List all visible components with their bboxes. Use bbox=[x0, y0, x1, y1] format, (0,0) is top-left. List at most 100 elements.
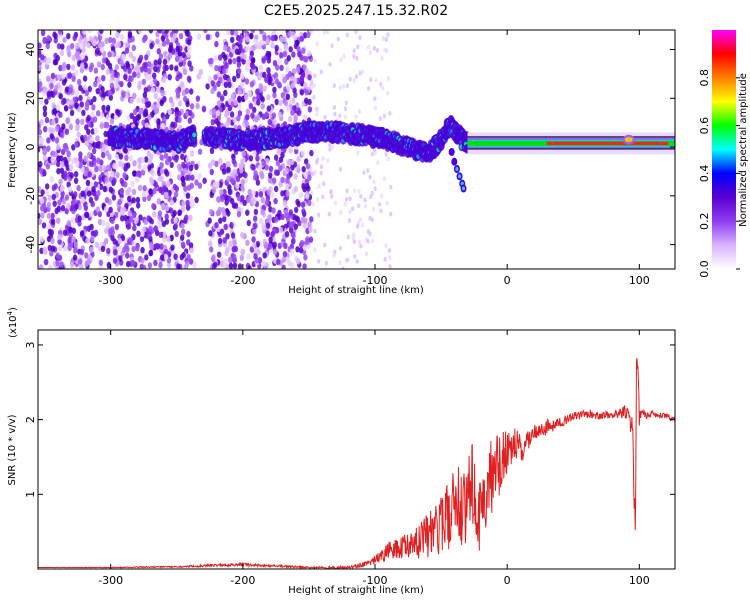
noise-speck bbox=[217, 54, 223, 61]
noise-speck bbox=[384, 151, 388, 157]
snr-x-tick-label: 100 bbox=[629, 574, 650, 587]
noise-speck bbox=[74, 90, 80, 97]
noise-speck bbox=[129, 112, 134, 120]
noise-speck bbox=[222, 215, 227, 223]
noise-speck bbox=[141, 264, 147, 269]
noise-speck bbox=[177, 116, 182, 124]
colorbar-axes: 0.0 0.2 0.4 0.6 0.8 bbox=[698, 69, 740, 278]
noise-speck bbox=[58, 127, 63, 134]
noise-speck bbox=[104, 37, 109, 44]
noise-speck bbox=[83, 134, 88, 141]
noise-speck bbox=[266, 94, 271, 101]
noise-speck bbox=[222, 237, 227, 244]
noise-speck bbox=[290, 109, 295, 116]
noise-speck bbox=[224, 62, 229, 69]
noise-speck bbox=[81, 109, 86, 117]
noise-speck bbox=[58, 178, 63, 185]
noise-speck bbox=[382, 176, 386, 182]
noise-speck bbox=[146, 194, 152, 202]
noise-speck bbox=[217, 237, 223, 245]
noise-speck bbox=[97, 210, 103, 218]
noise-speck bbox=[128, 155, 134, 162]
noise-speck bbox=[121, 91, 126, 98]
noise-speck bbox=[307, 98, 312, 106]
noise-speck bbox=[330, 43, 334, 48]
noise-speck bbox=[321, 156, 325, 162]
noise-speck bbox=[296, 155, 301, 163]
noise-speck bbox=[216, 100, 222, 107]
noise-speck bbox=[144, 254, 149, 261]
noise-speck bbox=[356, 150, 360, 156]
noise-speck bbox=[189, 247, 194, 254]
noise-speck bbox=[236, 61, 242, 68]
noise-speck bbox=[133, 108, 138, 116]
noise-speck bbox=[380, 193, 384, 199]
snr-frame bbox=[37, 329, 676, 570]
noise-speck bbox=[54, 137, 60, 144]
noise-speck bbox=[268, 206, 273, 213]
noise-speck bbox=[275, 160, 281, 167]
noise-speck bbox=[187, 117, 192, 124]
noise-speck bbox=[280, 151, 285, 159]
noise-speck bbox=[95, 88, 101, 95]
noise-speck bbox=[383, 47, 387, 53]
noise-speck bbox=[305, 183, 310, 190]
noise-speck bbox=[286, 159, 291, 166]
noise-speck bbox=[73, 247, 78, 254]
spectrogram-title: C2E5.2025.247.15.32.R02 bbox=[264, 3, 448, 19]
noise-speck bbox=[270, 35, 276, 42]
snr-panel: -300 -200 -100 0 100 1 2 3 Height of straight l… bbox=[6, 307, 676, 596]
noise-speck bbox=[209, 147, 215, 154]
noise-speck bbox=[154, 242, 159, 250]
noise-speck bbox=[240, 194, 245, 202]
noise-speck bbox=[357, 203, 361, 209]
noise-speck bbox=[211, 254, 216, 261]
noise-speck bbox=[66, 150, 71, 157]
noise-speck bbox=[187, 39, 192, 46]
noise-speck bbox=[384, 37, 388, 42]
noise-speck bbox=[158, 231, 163, 238]
noise-speck bbox=[329, 189, 333, 195]
noise-speck bbox=[240, 248, 246, 255]
noise-speck bbox=[38, 123, 41, 130]
tone-bump-core bbox=[624, 137, 633, 143]
noise-speck bbox=[138, 54, 144, 61]
noise-speck bbox=[323, 242, 327, 248]
noise-speck bbox=[389, 184, 393, 190]
noise-speck bbox=[196, 33, 202, 40]
noise-speck bbox=[181, 200, 186, 207]
noise-speck bbox=[317, 258, 321, 264]
noise-speck bbox=[64, 128, 70, 135]
noise-speck bbox=[295, 39, 300, 47]
noise-speck bbox=[355, 56, 359, 61]
noise-speck bbox=[39, 236, 45, 243]
noise-speck bbox=[252, 223, 257, 230]
noise-speck bbox=[227, 104, 233, 112]
noise-speck bbox=[313, 247, 317, 253]
noise-speck bbox=[288, 98, 293, 105]
noise-speck bbox=[345, 83, 349, 88]
noise-speck bbox=[252, 150, 257, 157]
noise-speck bbox=[44, 258, 49, 266]
noise-speck bbox=[154, 107, 159, 115]
noise-speck bbox=[162, 58, 168, 66]
noise-speck bbox=[205, 34, 211, 41]
noise-speck bbox=[122, 172, 127, 179]
noise-speck bbox=[164, 248, 169, 256]
noise-speck bbox=[319, 69, 323, 75]
noise-speck bbox=[43, 248, 48, 256]
noise-speck bbox=[59, 185, 65, 192]
noise-speck bbox=[38, 212, 41, 219]
noise-speck bbox=[251, 236, 256, 243]
noise-speck bbox=[277, 57, 282, 65]
noise-speck bbox=[38, 42, 42, 49]
noise-speck bbox=[82, 75, 88, 82]
noise-speck bbox=[240, 52, 245, 59]
noise-speck bbox=[167, 52, 173, 60]
noise-speck bbox=[168, 96, 174, 104]
noise-speck bbox=[85, 100, 90, 108]
noise-speck bbox=[69, 261, 75, 268]
noise-speck bbox=[226, 166, 231, 173]
noise-speck bbox=[240, 184, 245, 191]
noise-speck bbox=[247, 265, 252, 269]
